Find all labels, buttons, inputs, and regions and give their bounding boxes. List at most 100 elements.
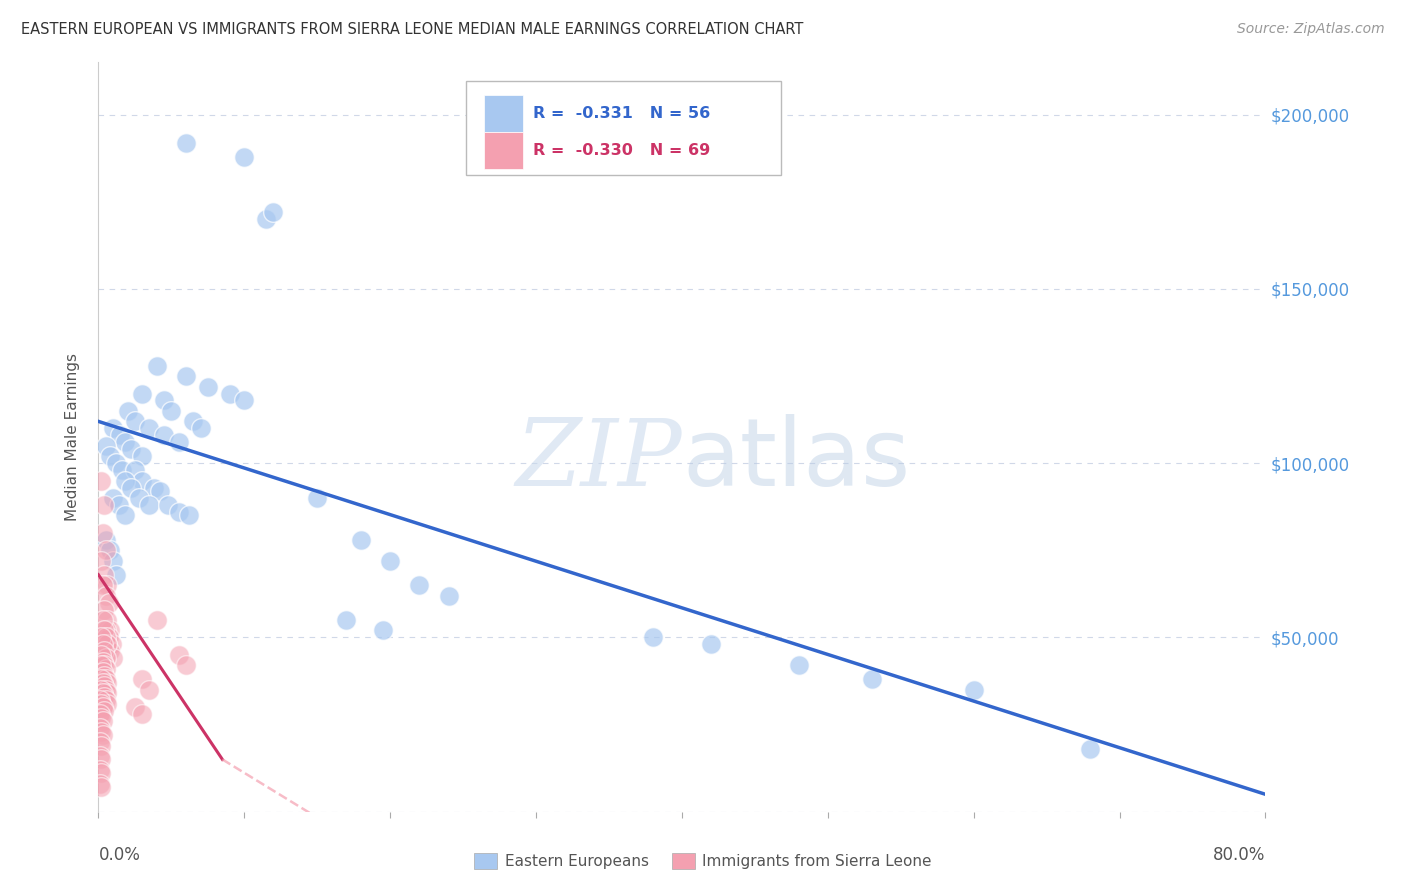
Point [89, 763, 111, 777]
Text: ZIP: ZIP [515, 415, 682, 505]
Legend: Eastern Europeans, Immigrants from Sierra Leone: Eastern Europeans, Immigrants from Sierr… [468, 847, 938, 875]
Point [153, 428, 176, 442]
Point [408, 578, 430, 592]
Point [91, 655, 114, 669]
Point [96, 637, 118, 651]
Point [90, 682, 112, 697]
Point [96, 675, 118, 690]
Text: 0.0%: 0.0% [98, 847, 141, 864]
Text: R =  -0.331   N = 56: R = -0.331 N = 56 [533, 106, 710, 121]
Point [110, 428, 132, 442]
Point [94, 662, 117, 676]
Point [98, 449, 121, 463]
Point [91, 714, 114, 728]
FancyBboxPatch shape [465, 81, 782, 175]
Point [94, 543, 117, 558]
Text: R =  -0.330   N = 69: R = -0.330 N = 69 [533, 144, 710, 159]
Point [254, 212, 277, 227]
Text: atlas: atlas [682, 414, 910, 506]
Point [90, 697, 112, 711]
Point [97, 596, 120, 610]
Point [89, 707, 111, 722]
Point [96, 686, 118, 700]
Point [90, 631, 112, 645]
Point [437, 589, 460, 603]
Point [101, 491, 124, 505]
Point [167, 505, 190, 519]
Point [181, 414, 204, 428]
Text: EASTERN EUROPEAN VS IMMIGRANTS FROM SIERRA LEONE MEDIAN MALE EARNINGS CORRELATIO: EASTERN EUROPEAN VS IMMIGRANTS FROM SIER… [21, 22, 803, 37]
Point [93, 669, 115, 683]
Point [90, 648, 112, 662]
Point [93, 704, 115, 718]
Point [190, 421, 212, 435]
Point [89, 693, 111, 707]
Point [114, 508, 136, 523]
Y-axis label: Median Male Earnings: Median Male Earnings [65, 353, 80, 521]
Point [94, 673, 117, 687]
Point [174, 136, 197, 150]
Point [91, 525, 114, 540]
Point [233, 393, 256, 408]
Point [114, 474, 136, 488]
Point [104, 456, 127, 470]
Point [218, 386, 240, 401]
Point [174, 658, 197, 673]
Point [89, 735, 111, 749]
Point [142, 481, 165, 495]
Point [104, 567, 127, 582]
Point [93, 679, 115, 693]
Point [124, 414, 146, 428]
Point [131, 474, 153, 488]
Point [131, 673, 153, 687]
Point [167, 648, 190, 662]
Point [101, 651, 124, 665]
Text: Source: ZipAtlas.com: Source: ZipAtlas.com [1237, 22, 1385, 37]
Point [94, 631, 117, 645]
Point [90, 673, 112, 687]
Point [93, 624, 115, 638]
Point [91, 675, 114, 690]
Point [335, 613, 357, 627]
Point [94, 589, 117, 603]
Point [93, 644, 115, 658]
Point [90, 766, 112, 780]
Point [138, 682, 160, 697]
Point [98, 543, 121, 558]
Point [149, 484, 172, 499]
Point [89, 721, 111, 735]
Point [1080, 742, 1102, 756]
Point [153, 393, 176, 408]
Point [700, 637, 723, 651]
Point [98, 644, 121, 658]
Point [117, 404, 139, 418]
Point [146, 613, 169, 627]
Point [90, 711, 112, 725]
Point [262, 205, 284, 219]
Point [380, 554, 402, 568]
Point [94, 439, 117, 453]
Point [96, 578, 118, 592]
Point [98, 624, 121, 638]
Point [96, 613, 118, 627]
Point [90, 752, 112, 766]
Point [93, 658, 115, 673]
Point [89, 777, 111, 791]
Point [111, 463, 134, 477]
Point [174, 369, 197, 384]
Point [177, 508, 200, 523]
Point [101, 421, 124, 435]
Point [100, 637, 122, 651]
Point [197, 379, 219, 393]
Point [157, 498, 180, 512]
Point [90, 554, 112, 568]
FancyBboxPatch shape [484, 95, 523, 132]
Point [94, 624, 117, 638]
Point [97, 631, 120, 645]
Point [138, 498, 160, 512]
Point [96, 697, 118, 711]
Point [91, 578, 114, 592]
Point [371, 624, 394, 638]
Point [233, 149, 256, 163]
Point [350, 533, 373, 547]
